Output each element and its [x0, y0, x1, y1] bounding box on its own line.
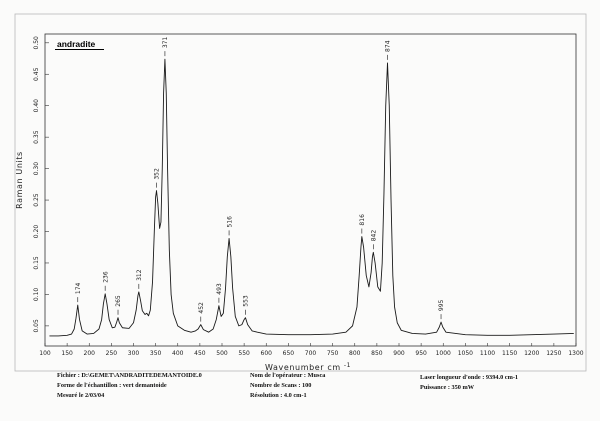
info-scans: Nombre de Scans : 100 — [250, 382, 312, 389]
peak-label-312: 312 — [136, 269, 143, 281]
x-tick-label: 350 — [150, 350, 162, 357]
x-tick-label: 1050 — [458, 350, 473, 357]
y-tick-label: 0.10 — [33, 288, 40, 302]
spectrum-line — [49, 58, 574, 337]
peak-label-452: 452 — [198, 302, 205, 314]
info-middle: Nom de l'opérateur : Musca Nombre de Sca… — [250, 371, 325, 401]
x-tick-label: 300 — [128, 350, 140, 357]
peak-label-265: 265 — [115, 295, 122, 307]
info-sample-form: Forme de l'échantillon : vert demantoide — [57, 382, 167, 389]
x-tick-label: 400 — [172, 350, 184, 357]
y-tick-label: 0.30 — [33, 162, 40, 176]
peak-label-371: 371 — [162, 37, 169, 49]
peak-label-516: 516 — [226, 216, 233, 228]
peak-label-553: 553 — [243, 295, 250, 307]
peak-label-493: 493 — [216, 283, 223, 295]
x-tick-label: 550 — [238, 350, 250, 357]
outer-frame — [14, 13, 587, 372]
y-tick-label: 0.45 — [33, 67, 40, 81]
x-tick-label: 150 — [61, 350, 73, 357]
peak-label-236: 236 — [102, 271, 109, 283]
y-tick-label: 0.05 — [33, 319, 40, 333]
info-laser-wavelength: Laser longueur d'onde : 9394.0 cm-1 — [420, 374, 519, 381]
x-axis-label: Wavenumber cm -1 — [265, 362, 351, 372]
x-tick-label: 750 — [327, 350, 339, 357]
plot-area — [44, 33, 577, 347]
x-tick-label: 1300 — [568, 350, 583, 357]
y-tick-label: 0.35 — [33, 130, 40, 144]
x-tick-label: 700 — [305, 350, 317, 357]
peak-annotations: 174 236 265 312 352 371 452 493 516 553 816 842 874 9… — [75, 37, 445, 322]
info-resolution: Résolution : 4.0 cm-1 — [250, 392, 307, 399]
peak-label-842: 842 — [371, 230, 378, 242]
x-tick-label: 650 — [283, 350, 295, 357]
series-group — [49, 58, 574, 337]
x-tick-label: 1250 — [546, 350, 561, 357]
peak-label-174: 174 — [75, 282, 82, 294]
x-axis-label-exponent: -1 — [344, 362, 351, 369]
info-power: Puissance : 350 mW — [420, 384, 475, 391]
y-tick-label: 0.15 — [33, 256, 40, 270]
peak-label-816: 816 — [359, 214, 366, 226]
peak-label-995: 995 — [438, 299, 445, 311]
peak-label-874: 874 — [385, 40, 392, 52]
x-tick-label: 200 — [84, 350, 96, 357]
y-tick-label: 0.20 — [33, 225, 40, 239]
x-tick-label: 1150 — [502, 350, 517, 357]
y-tick-label: 0.40 — [33, 99, 40, 113]
y-tick-label: 0.25 — [33, 193, 40, 207]
info-right: Laser longueur d'onde : 9394.0 cm-1 Puis… — [420, 373, 518, 393]
x-tick-label: 900 — [393, 350, 405, 357]
x-tick-label: 100 — [39, 350, 51, 357]
x-tick-label: 500 — [216, 350, 228, 357]
axis-ticks: 100 150 200 250 300 350 400 450 500 550 600 650 700 7… — [33, 36, 584, 357]
y-tick-label: 0.50 — [33, 36, 40, 50]
info-file: Fichier : D:\GEMET\ANDRADITEDEMANTOIDE.0 — [57, 372, 202, 379]
x-tick-label: 1200 — [524, 350, 539, 357]
x-tick-label: 850 — [371, 350, 383, 357]
x-tick-label: 600 — [261, 350, 273, 357]
info-left: Fichier : D:\GEMET\ANDRADITEDEMANTOIDE.0… — [57, 371, 202, 401]
x-tick-label: 800 — [349, 350, 361, 357]
x-tick-label: 1000 — [436, 350, 451, 357]
info-operator: Nom de l'opérateur : Musca — [250, 372, 326, 379]
info-measured-date: Mesuré le 2/03/04 — [57, 392, 105, 399]
y-axis-label: Raman Units — [15, 151, 24, 209]
chart-title: andradite — [57, 39, 96, 49]
x-tick-label: 950 — [415, 350, 427, 357]
x-tick-label: 250 — [106, 350, 118, 357]
peak-label-352: 352 — [154, 168, 161, 180]
x-axis-label-text: Wavenumber cm — [265, 363, 341, 372]
x-tick-label: 450 — [194, 350, 206, 357]
x-tick-label: 1100 — [480, 350, 495, 357]
